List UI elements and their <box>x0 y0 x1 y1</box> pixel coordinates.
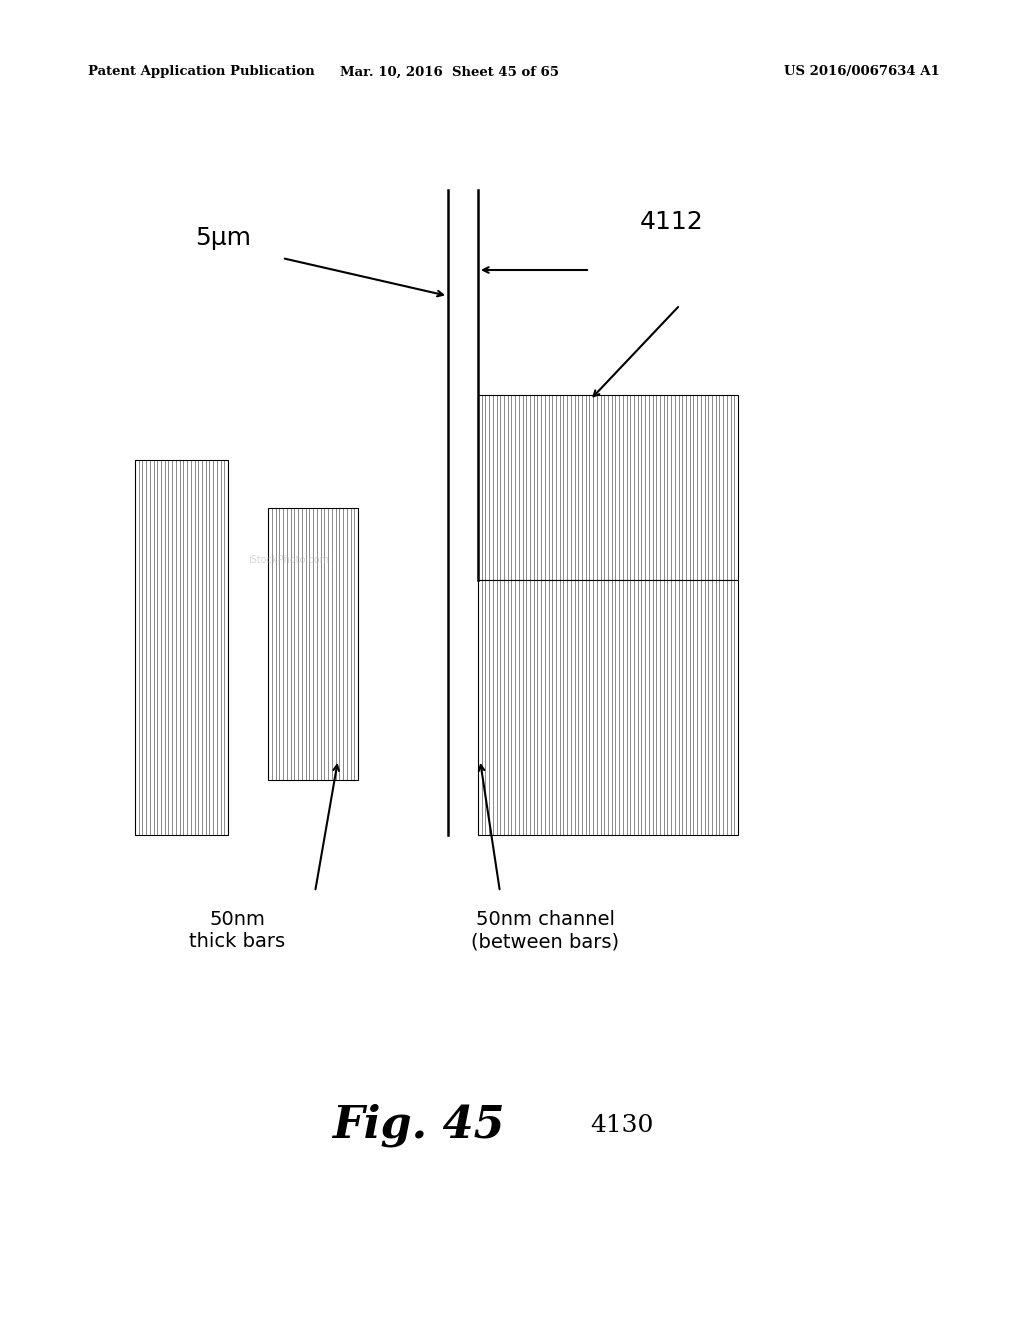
Text: Patent Application Publication: Patent Application Publication <box>88 66 314 78</box>
Text: 5μm: 5μm <box>195 226 251 249</box>
Text: Mar. 10, 2016  Sheet 45 of 65: Mar. 10, 2016 Sheet 45 of 65 <box>341 66 559 78</box>
Text: Fig. 45: Fig. 45 <box>332 1104 504 1147</box>
Text: 4112: 4112 <box>640 210 703 234</box>
Polygon shape <box>135 459 228 836</box>
Text: 50nm channel
(between bars): 50nm channel (between bars) <box>471 909 620 950</box>
Text: 4130: 4130 <box>590 1114 653 1137</box>
Text: US 2016/0067634 A1: US 2016/0067634 A1 <box>784 66 940 78</box>
Polygon shape <box>478 395 738 579</box>
Text: 50nm
thick bars: 50nm thick bars <box>189 909 285 950</box>
Polygon shape <box>268 508 358 780</box>
Text: iStockPhoto.com: iStockPhoto.com <box>248 554 329 565</box>
Polygon shape <box>478 579 738 836</box>
